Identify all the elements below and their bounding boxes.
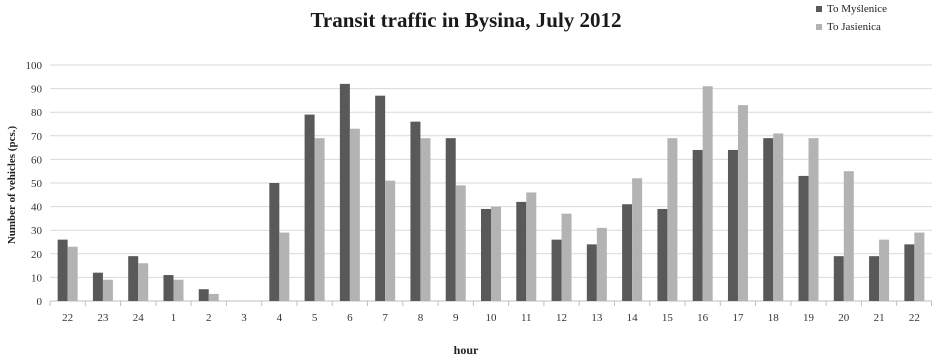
bar-series-2 (914, 232, 925, 301)
y-tick-label: 70 (31, 131, 43, 143)
bar-series-1 (445, 138, 456, 301)
x-tick-label: 22 (909, 312, 920, 324)
y-tick-label: 0 (37, 296, 43, 308)
x-tick-label: 24 (133, 312, 145, 324)
legend: To Myślenice To Jasienica (816, 0, 887, 36)
bar-series-1 (339, 83, 350, 301)
x-tick-label: 13 (591, 312, 603, 324)
bar-series-1 (657, 208, 668, 301)
bar-series-2 (561, 213, 572, 301)
bar-series-1 (375, 95, 386, 302)
bar-series-1 (516, 201, 527, 301)
legend-label-series-1: To Myślenice (827, 3, 888, 15)
bar-series-2 (879, 239, 890, 301)
x-tick-label: 1 (171, 312, 177, 324)
x-tick-label: 11 (521, 312, 532, 324)
y-tick-label: 10 (31, 272, 43, 284)
x-tick-label: 22 (62, 312, 73, 324)
bar-series-1 (551, 239, 562, 301)
bar-series-2 (702, 86, 713, 302)
bar-series-1 (269, 183, 280, 301)
y-tick-label: 20 (31, 249, 43, 261)
x-tick-label: 7 (382, 312, 388, 324)
bar-series-1 (622, 204, 633, 301)
bar-series-1 (128, 256, 139, 301)
legend-label-series-2: To Jasienica (827, 21, 881, 33)
x-tick-label: 23 (97, 312, 109, 324)
bar-series-1 (198, 289, 209, 301)
bar-series-2 (420, 138, 431, 301)
bar-series-1 (410, 121, 421, 301)
bar-series-1 (727, 149, 738, 301)
x-tick-label: 9 (453, 312, 459, 324)
bar-series-2 (455, 185, 466, 301)
x-tick-label: 4 (277, 312, 283, 324)
bar-series-2 (385, 180, 396, 301)
bar-series-2 (808, 138, 819, 301)
bar-series-2 (667, 138, 678, 301)
x-tick-label: 5 (312, 312, 318, 324)
bar-series-2 (491, 206, 501, 301)
bar-series-2 (843, 171, 854, 301)
y-tick-label: 60 (31, 154, 43, 166)
x-tick-label: 16 (697, 312, 709, 324)
x-tick-label: 19 (803, 312, 815, 324)
legend-item-series-2: To Jasienica (816, 18, 887, 36)
bar-series-1 (692, 149, 703, 301)
legend-swatch-series-2 (816, 24, 822, 30)
x-tick-label: 18 (768, 312, 780, 324)
bar-series-2 (138, 263, 149, 301)
legend-swatch-series-1 (816, 6, 822, 12)
bar-series-2 (102, 279, 113, 301)
x-tick-label: 17 (732, 312, 744, 324)
y-tick-label: 30 (31, 225, 43, 237)
x-tick-label: 21 (874, 312, 885, 324)
y-tick-label: 90 (31, 84, 43, 96)
x-tick-label: 8 (418, 312, 424, 324)
chart-title: Transit traffic in Bysina, July 2012 (310, 8, 622, 32)
y-tick-label: 40 (31, 202, 43, 214)
bar-series-1 (92, 272, 103, 301)
bar-series-1 (798, 175, 809, 301)
bar-series-1 (904, 244, 915, 301)
bar-series-2 (737, 105, 748, 302)
y-tick-label: 50 (31, 178, 43, 190)
bar-series-2 (279, 232, 290, 301)
bar-series-2 (349, 128, 360, 301)
bar-series-1 (57, 239, 68, 301)
bar-series-1 (763, 138, 774, 301)
x-tick-label: 3 (241, 312, 247, 324)
bar-series-2 (208, 293, 219, 301)
x-tick-label: 6 (347, 312, 353, 324)
bar-series-2 (526, 192, 537, 301)
bar-series-1 (304, 114, 315, 301)
y-tick-label: 80 (31, 107, 43, 119)
bar-series-2 (67, 246, 78, 301)
x-tick-label: 12 (556, 312, 567, 324)
bar-series-2 (773, 133, 784, 301)
x-tick-label: 20 (838, 312, 850, 324)
bar-series-1 (586, 244, 597, 301)
bar-series-1 (481, 208, 491, 301)
x-tick-label: 15 (662, 312, 674, 324)
bar-series-1 (869, 256, 880, 301)
bar-series-1 (163, 275, 174, 301)
bar-series-2 (173, 279, 184, 301)
x-tick-label: 10 (486, 312, 498, 324)
x-axis-title: hour (453, 343, 479, 357)
bar-series-1 (833, 256, 844, 301)
legend-item-series-1: To Myślenice (816, 0, 887, 18)
y-tick-label: 100 (26, 60, 43, 72)
bar-series-2 (596, 227, 607, 301)
x-tick-label: 2 (206, 312, 212, 324)
bar-series-2 (632, 178, 643, 301)
x-tick-label: 14 (627, 312, 639, 324)
bar-series-2 (314, 138, 325, 301)
